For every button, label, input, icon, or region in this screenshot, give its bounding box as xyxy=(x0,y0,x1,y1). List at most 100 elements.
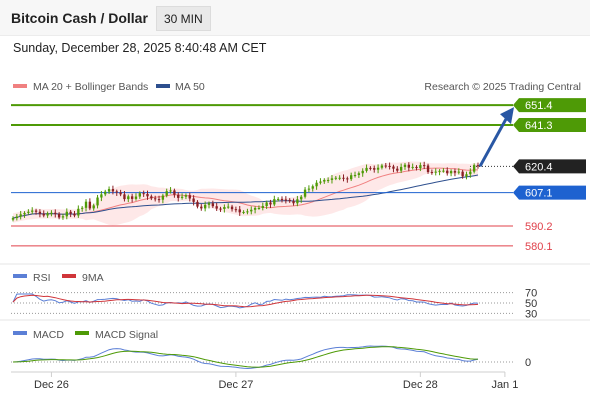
candle-body xyxy=(215,206,218,209)
candle-body xyxy=(107,189,111,192)
rsi-ma-line xyxy=(12,294,479,308)
candle-body xyxy=(177,194,180,198)
candle-body xyxy=(96,197,99,206)
candle-body xyxy=(396,168,399,171)
candle-body xyxy=(180,196,184,198)
candle-body xyxy=(434,171,437,173)
candle-body xyxy=(134,196,138,199)
forecast-arrow xyxy=(478,107,514,168)
candle-body xyxy=(311,186,314,189)
candle-body xyxy=(384,165,387,167)
candle-body xyxy=(227,206,230,208)
candle-body xyxy=(388,165,391,167)
candle-body xyxy=(407,164,411,168)
ma50-legend-label: MA 50 xyxy=(175,81,205,93)
candle-body xyxy=(261,206,264,208)
rsi-axis-label-30: 30 xyxy=(525,308,537,320)
candle-body xyxy=(57,213,61,218)
candle-body xyxy=(353,175,357,177)
candle-body xyxy=(430,172,434,174)
candle-body xyxy=(84,201,88,208)
candle-body xyxy=(146,193,149,197)
candle-body xyxy=(73,213,76,216)
candle-body xyxy=(276,198,280,200)
candle-body xyxy=(369,167,372,169)
current-price-label: 620.4 xyxy=(525,161,553,173)
candle-body xyxy=(92,205,95,209)
candle-body xyxy=(361,170,364,174)
candle-body xyxy=(307,188,311,190)
candle-body xyxy=(223,207,226,209)
candle-body xyxy=(27,211,30,213)
bollinger-band xyxy=(13,161,478,226)
candle-body xyxy=(42,213,45,216)
level-tag-607.1 xyxy=(513,185,586,200)
candle-body xyxy=(250,209,253,212)
candle-body xyxy=(242,211,245,213)
candle-body xyxy=(296,199,299,204)
candle-body xyxy=(399,166,403,171)
candle-body xyxy=(419,165,422,169)
candle-body xyxy=(203,204,207,209)
candle-body xyxy=(461,171,464,177)
candle-body xyxy=(23,212,26,215)
candle-body xyxy=(234,209,238,211)
candle-body xyxy=(376,167,380,170)
timeframe-button[interactable]: 30 MIN xyxy=(156,6,211,31)
candle-body xyxy=(200,206,203,209)
candle-body xyxy=(292,201,295,204)
ma50-line xyxy=(12,174,479,219)
candle-body xyxy=(219,208,222,210)
candle-body xyxy=(357,173,361,176)
price-labels: 651.4 641.3 607.1 590.2 580.1 620.4 xyxy=(513,98,586,253)
candle-body xyxy=(373,168,376,170)
ma20-legend-label: MA 20 + Bollinger Bands xyxy=(33,81,148,93)
candle-body xyxy=(330,178,334,180)
instrument-title: Bitcoin Cash / Dollar xyxy=(11,10,148,26)
candle-body xyxy=(342,177,345,179)
candle-body xyxy=(104,191,107,195)
candle-body xyxy=(188,195,191,199)
candle-body xyxy=(238,209,241,213)
candle-body xyxy=(157,199,161,201)
candle-body xyxy=(269,202,272,205)
candle-body xyxy=(100,194,103,198)
candle-body xyxy=(184,195,188,197)
candle-body xyxy=(142,193,145,195)
x-axis: Dec 26 Dec 27 Dec 28 Jan 1 xyxy=(34,372,518,391)
candle-body xyxy=(476,165,480,167)
candle-body xyxy=(138,193,141,197)
candle-body xyxy=(161,195,165,200)
candle-body xyxy=(438,170,441,172)
candle-body xyxy=(15,216,19,219)
candle-body xyxy=(31,210,34,212)
candles xyxy=(11,161,480,222)
candle-body xyxy=(61,216,65,218)
candle-body xyxy=(150,196,153,199)
macd-legend-label: MACD xyxy=(33,329,64,341)
level-tag-651.4 xyxy=(513,98,586,113)
candle-body xyxy=(326,179,330,181)
candle-body xyxy=(127,196,130,200)
forecast-arrow-shaft xyxy=(478,118,508,168)
candle-body xyxy=(253,208,257,210)
candle-body xyxy=(411,166,414,168)
candle-body xyxy=(123,194,126,200)
candle-body xyxy=(315,182,318,187)
rsi-legend-label: RSI xyxy=(33,272,51,284)
chart-datetime: Sunday, December 28, 2025 8:40:48 AM CET xyxy=(13,41,267,55)
candle-body xyxy=(392,166,395,169)
candle-body xyxy=(426,165,430,173)
candle-body xyxy=(119,192,122,195)
x-tick-label: Dec 26 xyxy=(34,379,69,391)
ma20-legend-swatch xyxy=(13,84,27,88)
candle-body xyxy=(457,171,460,173)
candle-body xyxy=(88,201,92,209)
candle-body xyxy=(338,177,341,179)
candle-body xyxy=(46,213,49,216)
level-label-651.4: 651.4 xyxy=(525,100,553,112)
candle-body xyxy=(230,206,234,210)
rsi-legend-swatch xyxy=(13,274,27,278)
x-tick-label: Dec 28 xyxy=(403,379,438,391)
